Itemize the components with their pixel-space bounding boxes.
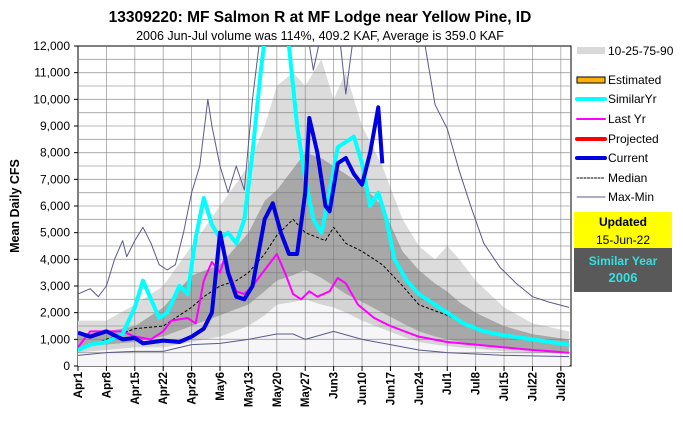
band-p75-p90: [78, 59, 569, 340]
x-tick-label: Jul22: [527, 372, 539, 401]
legend-swatch: [576, 76, 606, 84]
legend-item: Max-Min: [576, 190, 654, 204]
y-tick-label: 0: [63, 359, 70, 373]
band-below-p10: [78, 299, 569, 366]
legend-item: 10-25-75-90: [577, 44, 674, 58]
similar-year-value: 2006: [609, 270, 638, 285]
chart-subtitle: 2006 Jun-Jul volume was 114%, 409.2 KAF,…: [136, 29, 504, 43]
x-tick-label: Jun24: [414, 371, 426, 405]
legend-item: Median: [576, 171, 647, 185]
x-tick-label: May13: [243, 372, 255, 407]
series-similaryr: [78, 46, 570, 352]
x-tick-label: Jun3: [329, 372, 341, 399]
legend-label: 10-25-75-90: [608, 44, 674, 58]
legend-item: Last Yr: [576, 112, 646, 126]
x-tick-label: Apr29: [187, 372, 199, 405]
legend-item: Estimated: [576, 73, 661, 87]
x-tick-label: Jun10: [357, 372, 369, 405]
legend-item: Projected: [575, 132, 659, 146]
legend-swatch: [577, 47, 605, 54]
y-tick-label: 6,000: [40, 199, 70, 213]
x-tick-label: Apr22: [158, 372, 170, 405]
legend-label: Estimated: [608, 73, 661, 87]
legend-label: SimilarYr: [608, 92, 657, 106]
x-tick-label: May20: [272, 372, 284, 407]
series-median: [78, 218, 570, 351]
similar-year-box: [574, 248, 672, 292]
x-tick-label: Jul15: [499, 371, 511, 401]
series-last-yr: [78, 253, 570, 354]
legend-item: Current: [575, 151, 649, 165]
y-tick-label: 5,000: [40, 226, 70, 240]
x-tick-label: Jul1: [442, 371, 454, 395]
x-tick-label: Apr15: [130, 371, 142, 404]
series-max-min-max: [78, 46, 570, 308]
legend-label: Current: [608, 151, 649, 165]
series-max-min-min: [78, 330, 569, 358]
y-tick-label: 10,000: [33, 92, 70, 106]
legend-label: Last Yr: [608, 112, 646, 126]
legend-label: Median: [608, 171, 647, 185]
x-tick-label: Apr1: [73, 371, 85, 398]
y-axis-label: Mean Daily CFS: [8, 159, 22, 253]
similar-year-label: Similar Year: [589, 254, 658, 268]
updated-date: 15-Jun-22: [596, 233, 650, 247]
y-tick-label: 11,000: [34, 66, 70, 80]
x-tick-label: Jul29: [556, 372, 568, 401]
y-tick-label: 4,000: [40, 252, 70, 266]
legend-label: Projected: [608, 132, 659, 146]
y-tick-label: 1,000: [40, 332, 70, 346]
x-tick-label: Jun17: [385, 372, 397, 405]
updated-label: Updated: [599, 215, 647, 229]
y-tick-label: 2,000: [40, 306, 70, 320]
y-tick-label: 9,000: [40, 119, 70, 133]
y-tick-label: 3,000: [40, 279, 70, 293]
series-current: [78, 105, 385, 346]
chart-title: 13309220: MF Salmon R at MF Lodge near Y…: [109, 9, 532, 26]
y-tick-label: 12,000: [33, 39, 70, 53]
x-tick-label: May6: [215, 372, 227, 401]
y-tick-label: 8,000: [40, 146, 70, 160]
legend-item: SimilarYr: [575, 92, 657, 106]
x-tick-label: Apr8: [101, 371, 113, 398]
updated-box: [574, 212, 672, 248]
legend-label: Max-Min: [608, 190, 654, 204]
x-tick-label: Jul8: [471, 371, 483, 395]
x-tick-label: May27: [300, 372, 312, 407]
y-tick-label: 7,000: [40, 172, 70, 186]
